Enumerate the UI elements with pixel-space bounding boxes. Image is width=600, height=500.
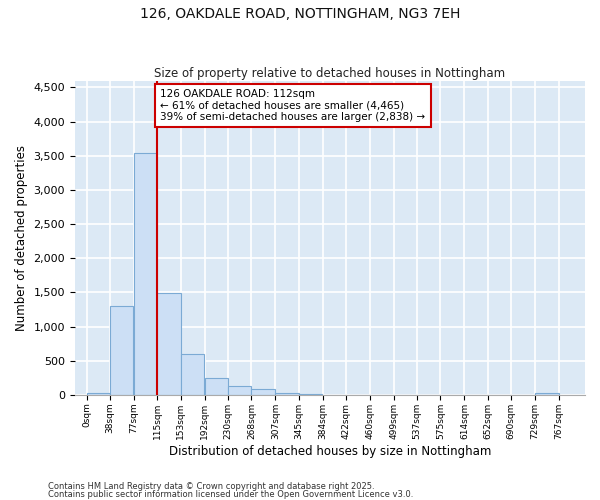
Bar: [299, 394, 322, 395]
Bar: [110, 306, 133, 395]
Text: Contains public sector information licensed under the Open Government Licence v3: Contains public sector information licen…: [48, 490, 413, 499]
Text: Contains HM Land Registry data © Crown copyright and database right 2025.: Contains HM Land Registry data © Crown c…: [48, 482, 374, 491]
Bar: [275, 392, 299, 395]
Bar: [86, 393, 110, 395]
Bar: [251, 390, 275, 395]
Bar: [205, 378, 228, 395]
Text: 126, OAKDALE ROAD, NOTTINGHAM, NG3 7EH: 126, OAKDALE ROAD, NOTTINGHAM, NG3 7EH: [140, 8, 460, 22]
Bar: [134, 153, 157, 395]
Text: 126 OAKDALE ROAD: 112sqm
← 61% of detached houses are smaller (4,465)
39% of sem: 126 OAKDALE ROAD: 112sqm ← 61% of detach…: [160, 89, 425, 122]
Bar: [157, 293, 181, 395]
Y-axis label: Number of detached properties: Number of detached properties: [15, 145, 28, 331]
Bar: [535, 393, 559, 395]
Bar: [181, 354, 204, 395]
Bar: [228, 386, 251, 395]
X-axis label: Distribution of detached houses by size in Nottingham: Distribution of detached houses by size …: [169, 444, 491, 458]
Title: Size of property relative to detached houses in Nottingham: Size of property relative to detached ho…: [154, 66, 506, 80]
